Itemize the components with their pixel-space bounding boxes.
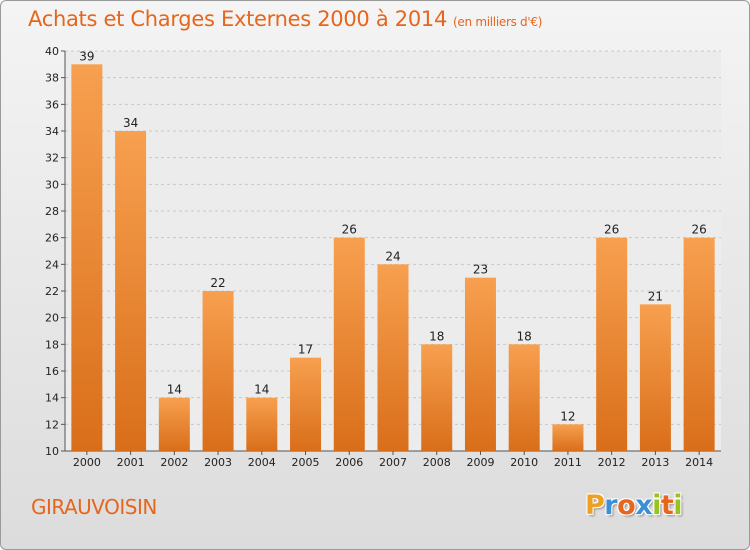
data-label-2004: 14 bbox=[254, 383, 269, 397]
y-tick-label: 10 bbox=[45, 445, 59, 458]
bar-2006 bbox=[333, 237, 365, 451]
x-tick-label-2004: 2004 bbox=[248, 456, 276, 469]
logo-letter: x bbox=[635, 490, 653, 521]
y-tick-label: 24 bbox=[45, 258, 59, 271]
y-tick-label: 16 bbox=[45, 365, 59, 378]
data-label-2003: 22 bbox=[210, 276, 225, 290]
data-label-2012: 26 bbox=[604, 223, 619, 237]
bar-2009 bbox=[464, 277, 496, 451]
data-label-2009: 23 bbox=[473, 263, 488, 277]
x-tick-label-2005: 2005 bbox=[292, 456, 320, 469]
bar-2010 bbox=[508, 344, 540, 451]
x-tick-label-2007: 2007 bbox=[379, 456, 407, 469]
data-label-2001: 34 bbox=[123, 116, 138, 130]
x-tick-label-2001: 2001 bbox=[117, 456, 145, 469]
y-tick-label: 38 bbox=[45, 72, 59, 85]
y-tick-label: 40 bbox=[45, 45, 59, 58]
y-tick-label: 32 bbox=[45, 152, 59, 165]
data-label-2014: 26 bbox=[691, 223, 706, 237]
x-tick-label-2013: 2013 bbox=[641, 456, 669, 469]
logo-letter: P bbox=[585, 490, 605, 521]
bar-2007 bbox=[377, 264, 409, 451]
logo-letter: t bbox=[660, 490, 674, 521]
x-tick-label-2012: 2012 bbox=[598, 456, 626, 469]
bar-2013 bbox=[639, 304, 671, 451]
data-label-2005: 17 bbox=[298, 343, 313, 357]
y-tick-label: 30 bbox=[45, 178, 59, 191]
bar-2002 bbox=[158, 397, 190, 451]
y-tick-label: 14 bbox=[45, 392, 59, 405]
logo-letter: i bbox=[652, 490, 661, 521]
data-label-2011: 12 bbox=[560, 409, 575, 423]
x-tick-label-2008: 2008 bbox=[423, 456, 451, 469]
commune-name: GIRAUVOISIN bbox=[31, 495, 157, 519]
x-tick-label-2002: 2002 bbox=[160, 456, 188, 469]
y-tick-label: 20 bbox=[45, 312, 59, 325]
bar-2001 bbox=[115, 131, 147, 451]
chart-title-text: Achats et Charges Externes 2000 à 2014 bbox=[28, 7, 448, 31]
x-tick-label-2000: 2000 bbox=[73, 456, 101, 469]
x-tick-label-2010: 2010 bbox=[510, 456, 538, 469]
bar-2004 bbox=[246, 397, 278, 451]
bar-2003 bbox=[202, 291, 234, 451]
bar-2011 bbox=[552, 424, 584, 451]
y-tick-label: 22 bbox=[45, 285, 59, 298]
data-label-2002: 14 bbox=[167, 383, 182, 397]
proxiti-logo: Proxiti bbox=[585, 490, 683, 521]
y-tick-label: 12 bbox=[45, 418, 59, 431]
logo-letter: i bbox=[673, 490, 683, 521]
chart-subtitle: (en milliers d'€) bbox=[453, 15, 543, 29]
data-label-2006: 26 bbox=[342, 223, 357, 237]
y-tick-label: 18 bbox=[45, 338, 59, 351]
y-tick-label: 34 bbox=[45, 125, 59, 138]
x-tick-label-2009: 2009 bbox=[466, 456, 494, 469]
x-tick-label-2014: 2014 bbox=[685, 456, 713, 469]
bar-2012 bbox=[596, 237, 628, 451]
y-tick-label: 28 bbox=[45, 205, 59, 218]
data-label-2008: 18 bbox=[429, 329, 444, 343]
x-tick-label-2011: 2011 bbox=[554, 456, 582, 469]
bar-2000 bbox=[71, 64, 103, 452]
data-label-2000: 39 bbox=[79, 49, 94, 63]
logo-letter: r bbox=[604, 490, 618, 521]
bar-2008 bbox=[421, 344, 453, 451]
logo-letter: o bbox=[617, 490, 636, 521]
data-label-2010: 18 bbox=[517, 329, 532, 343]
data-label-2007: 24 bbox=[385, 249, 400, 263]
bar-2014 bbox=[683, 237, 715, 451]
bar-2005 bbox=[290, 357, 322, 451]
chart-title: Achats et Charges Externes 2000 à 2014 (e… bbox=[28, 7, 542, 31]
data-label-2013: 21 bbox=[648, 289, 663, 303]
x-tick-label-2006: 2006 bbox=[335, 456, 363, 469]
x-tick-label-2003: 2003 bbox=[204, 456, 232, 469]
y-tick-label: 26 bbox=[45, 232, 59, 245]
y-tick-label: 36 bbox=[45, 98, 59, 111]
